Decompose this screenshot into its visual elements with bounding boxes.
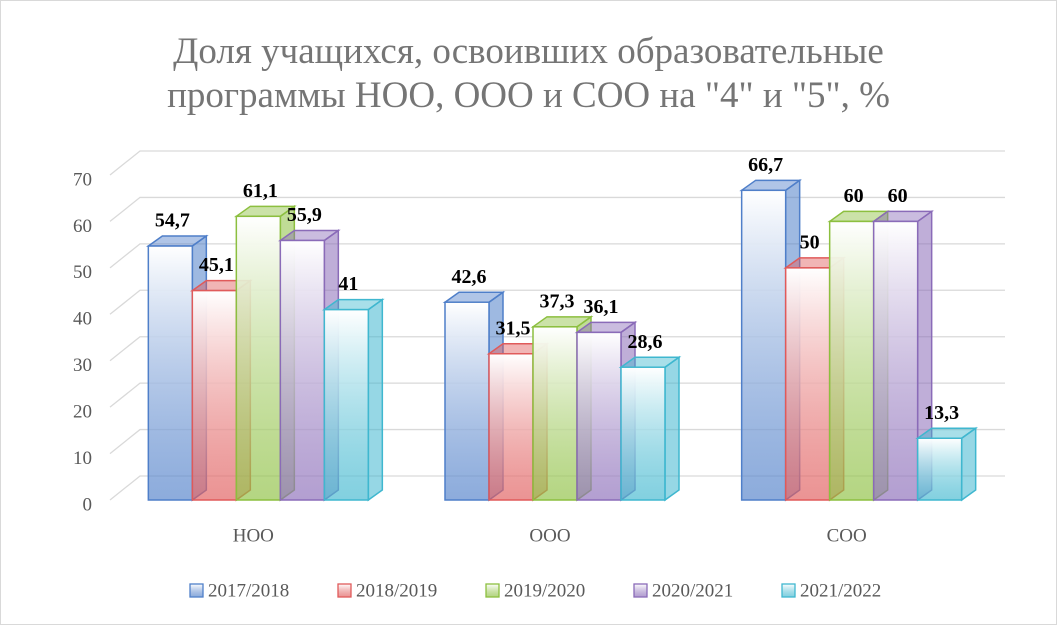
y-tick-label: 70 (73, 169, 92, 190)
grid-line (109, 475, 1005, 501)
bar-side (960, 426, 977, 502)
grid-line (109, 428, 1005, 455)
data-label: 31,5 (496, 317, 531, 339)
legend-label: 2017/2018 (208, 580, 289, 601)
title-box: Доля учащихся, освоивших образовательные… (0, 30, 1057, 119)
legend-swatch (189, 583, 204, 598)
data-label: 60 (844, 185, 864, 207)
bar-side (367, 298, 384, 502)
data-label: 41 (338, 273, 358, 295)
y-tick-label: 20 (73, 402, 92, 423)
data-label: 55,9 (287, 204, 322, 226)
bar-front (576, 331, 622, 501)
bar-front (323, 308, 370, 501)
bar-front (620, 366, 666, 501)
grid-line (109, 336, 1005, 362)
y-tick-label: 30 (73, 355, 92, 376)
legend-swatch (485, 583, 500, 598)
legend-swatch (633, 583, 648, 598)
x-tick-label: ООО (529, 525, 570, 546)
y-tick-label: 0 (83, 494, 93, 515)
bar (321, 298, 385, 502)
bar-front (279, 239, 326, 501)
bar (915, 426, 979, 502)
bar-side (664, 355, 680, 502)
grid-line (109, 382, 1005, 408)
bar-front (235, 215, 282, 501)
legend-label: 2020/2021 (652, 580, 733, 601)
data-label: 36,1 (584, 296, 619, 318)
legend-label: 2021/2022 (800, 580, 881, 601)
y-tick-label: 50 (73, 262, 92, 283)
bar (530, 315, 594, 502)
grid-line (109, 289, 1005, 315)
y-tick-label: 40 (73, 309, 92, 330)
grid-line (109, 243, 1005, 269)
bar-front (828, 220, 875, 501)
y-tick-label: 60 (73, 216, 92, 237)
grid-line (109, 196, 1005, 222)
data-label: 61,1 (243, 180, 278, 202)
legend-label: 2018/2019 (356, 580, 437, 601)
data-label: 42,6 (452, 266, 487, 288)
data-label: 54,7 (155, 210, 190, 232)
chart-title: Доля учащихся, освоивших образовательные… (167, 31, 890, 117)
y-tick-label: 10 (73, 448, 92, 469)
legend-swatch (781, 583, 796, 598)
bar (871, 209, 935, 502)
x-tick-label: НОО (233, 525, 274, 546)
bar-front (488, 353, 534, 501)
legend-swatch (337, 583, 352, 598)
bar-front (532, 326, 578, 501)
data-label: 66,7 (748, 154, 783, 176)
grid-line (109, 150, 1005, 176)
bar-front (784, 267, 831, 501)
bar-front (191, 289, 238, 501)
data-label: 28,6 (628, 331, 663, 353)
bar-front (740, 189, 787, 501)
data-label: 60 (888, 185, 908, 207)
data-label: 45,1 (199, 254, 234, 276)
data-label: 50 (800, 231, 820, 253)
data-label: 37,3 (540, 290, 575, 312)
bar (618, 355, 682, 502)
x-tick-label: СОО (827, 525, 867, 546)
bar-front (147, 245, 194, 501)
legend-label: 2019/2020 (504, 580, 585, 601)
bar-front (444, 301, 490, 501)
data-label: 13,3 (924, 402, 959, 424)
bar-front (872, 220, 919, 501)
bar-front (916, 437, 963, 501)
